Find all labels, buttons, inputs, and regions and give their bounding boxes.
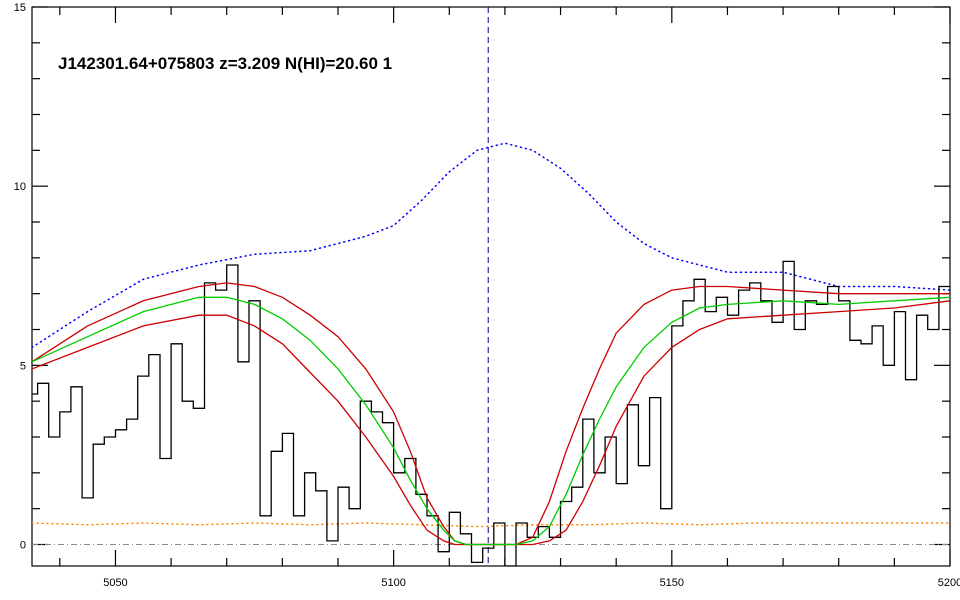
x-tick-label: 5050 [103,577,127,589]
series-group [32,142,950,566]
y-tick-label: 15 [14,2,26,14]
x-tick-label: 5150 [660,577,684,589]
flux-series-line [32,260,950,566]
chart-title: J142301.64+075803 z=3.209 N(HI)=20.60 1 [58,54,392,73]
reference-lines-group [32,7,950,566]
axis-ticks-group [32,6,951,566]
lower-bound-fit-line [32,300,950,546]
x-tick-label: 5100 [381,577,405,589]
x-tick-label: 5200 [938,577,960,589]
y-tick-label: 5 [20,360,26,372]
model-fit-line [32,296,950,546]
plot-frame [31,6,951,567]
tick-labels-group: 0 5 10 15 5050 5100 5150 5200 [14,2,960,589]
continuum-dotted-line [32,142,950,349]
y-tick-label: 0 [20,540,26,552]
y-tick-label: 10 [14,181,26,193]
error-dotted-line [32,522,950,528]
plot-frame-group [31,6,951,567]
upper-bound-fit-line [32,282,950,546]
